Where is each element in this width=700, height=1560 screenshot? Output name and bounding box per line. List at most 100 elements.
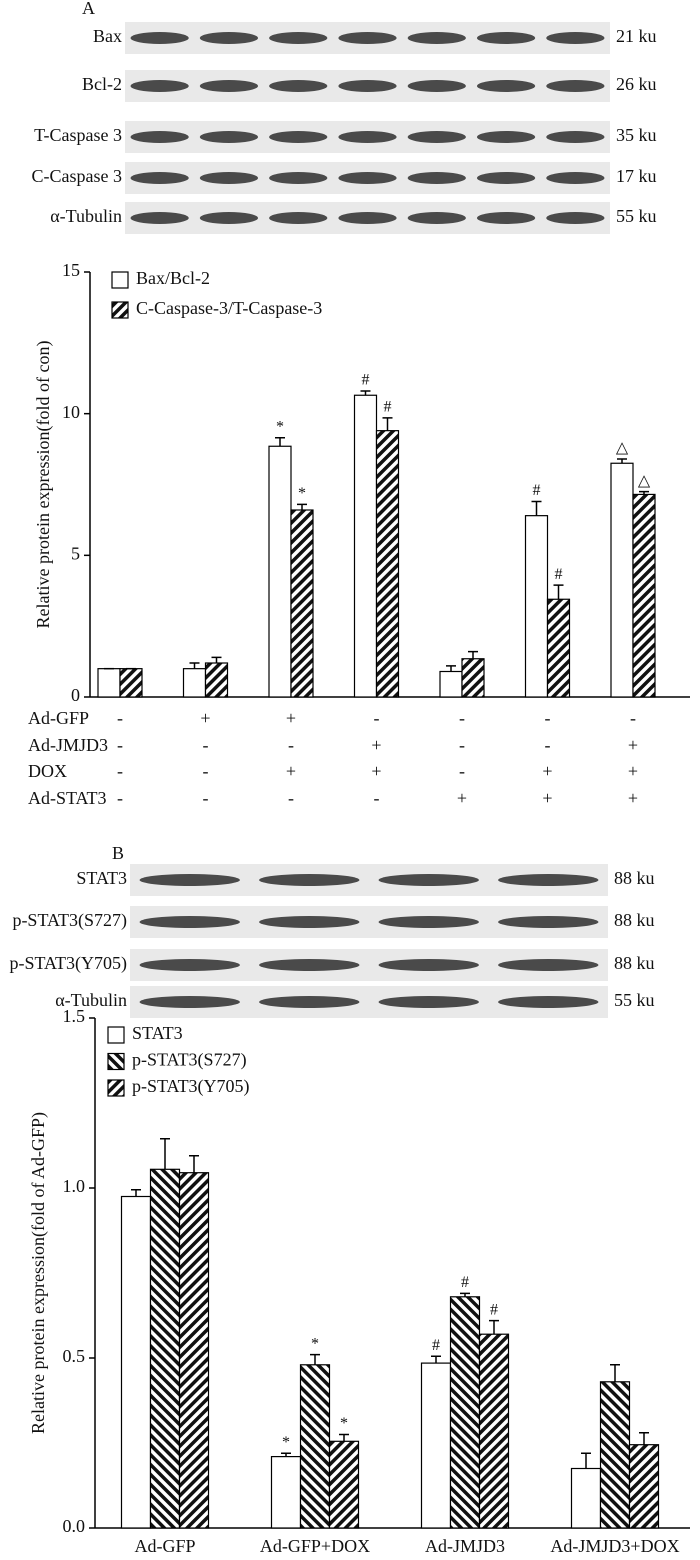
blot-band (498, 916, 599, 928)
significance-marker: # (384, 399, 392, 416)
blot-band (139, 916, 240, 928)
significance-marker: # (432, 1337, 440, 1354)
blot-band (338, 212, 397, 224)
blot-band (130, 172, 189, 184)
condition-mark: - (630, 708, 636, 728)
error-bar (489, 1319, 499, 1335)
significance-marker: * (340, 1415, 348, 1432)
blot-band (476, 212, 536, 224)
bar (375, 430, 400, 698)
condition-mark: + (371, 735, 381, 755)
error-bar (639, 1432, 649, 1445)
condition-mark: - (117, 788, 123, 808)
bar (628, 1444, 660, 1529)
blot-band (269, 131, 328, 143)
blot-band (259, 916, 360, 928)
blot-band (407, 32, 466, 44)
error-bar (275, 437, 285, 447)
bar (204, 662, 229, 698)
condition-mark: - (117, 708, 123, 728)
error-bar (131, 1188, 141, 1197)
blot-band (130, 80, 189, 92)
bar (599, 1381, 631, 1529)
y-tick-label: 1.5 (63, 1006, 86, 1026)
blot-band (407, 172, 466, 184)
blot-band (259, 959, 360, 971)
y-tick-label: 1.0 (63, 1176, 86, 1196)
blot-band (546, 131, 605, 143)
y-tick-label: 5 (71, 543, 80, 563)
error-bar (211, 656, 222, 663)
legend-label: Bax/Bcl-2 (136, 268, 210, 288)
blot-band (130, 212, 189, 224)
error-bar (460, 1292, 470, 1297)
panel-label: A (82, 0, 95, 18)
y-axis-label: Relative protein expression(fold of con) (33, 341, 54, 629)
error-bar (468, 650, 478, 659)
blot-label: T-Caspase 3 (34, 125, 122, 145)
blot-label: α-Tubulin (55, 990, 127, 1010)
error-bar (382, 417, 393, 431)
blot-band (259, 996, 360, 1008)
condition-mark: - (545, 708, 551, 728)
condition-mark: - (459, 761, 465, 781)
bar (270, 1455, 302, 1529)
condition-mark: - (459, 735, 465, 755)
blot-band (269, 32, 328, 44)
condition-name: Ad-GFP (28, 708, 89, 728)
y-axis-label: Relative protein expression(fold of Ad-G… (28, 1112, 49, 1434)
condition-mark: - (117, 761, 123, 781)
bar (632, 493, 656, 698)
blot-band (476, 172, 536, 184)
condition-mark: - (288, 735, 294, 755)
condition-mark: - (459, 708, 465, 728)
condition-name: Ad-JMJD3 (28, 735, 108, 755)
legend-label: C-Caspase-3/T-Caspase-3 (136, 298, 322, 318)
bar (610, 462, 634, 698)
legend-swatch (111, 301, 129, 319)
y-tick-label: 10 (62, 402, 80, 422)
blot-band (476, 80, 536, 92)
bar (439, 670, 463, 698)
significance-marker: # (490, 1301, 498, 1318)
blot-size: 35 ku (616, 125, 657, 145)
significance-marker: * (311, 1335, 319, 1352)
blot-band (199, 80, 259, 92)
blot-band (338, 172, 397, 184)
blot-band (498, 874, 599, 886)
condition-name: Ad-STAT3 (28, 788, 107, 808)
condition-mark: + (371, 761, 381, 781)
blot-size: 17 ku (616, 166, 657, 186)
condition-mark: + (542, 788, 552, 808)
condition-mark: + (200, 708, 210, 728)
x-tick-label: Ad-GFP+DOX (260, 1536, 370, 1556)
bar (268, 445, 292, 698)
error-bar (360, 390, 371, 396)
y-tick-label: 0.5 (63, 1346, 86, 1366)
error-bar (610, 1364, 620, 1382)
bar (570, 1467, 602, 1529)
blot-band (338, 32, 397, 44)
significance-marker: △ (616, 440, 629, 457)
condition-mark: + (628, 788, 638, 808)
bar (546, 598, 571, 698)
blot-band (476, 32, 536, 44)
blot-band (498, 996, 599, 1008)
blot-band (378, 916, 479, 928)
panel-label: B (112, 843, 124, 863)
significance-marker: # (555, 566, 563, 583)
blot-band (269, 172, 328, 184)
blot-size: 88 ku (614, 868, 655, 888)
blot-label: Bax (93, 26, 122, 46)
legend-swatch (107, 1026, 125, 1044)
significance-marker: △ (638, 472, 651, 489)
blot-band (338, 80, 397, 92)
condition-mark: - (374, 788, 380, 808)
bar (149, 1168, 181, 1529)
blot-band (476, 131, 536, 143)
bar (178, 1172, 210, 1529)
bar (182, 668, 207, 698)
error-bar (189, 1154, 199, 1173)
significance-marker: # (362, 372, 370, 389)
